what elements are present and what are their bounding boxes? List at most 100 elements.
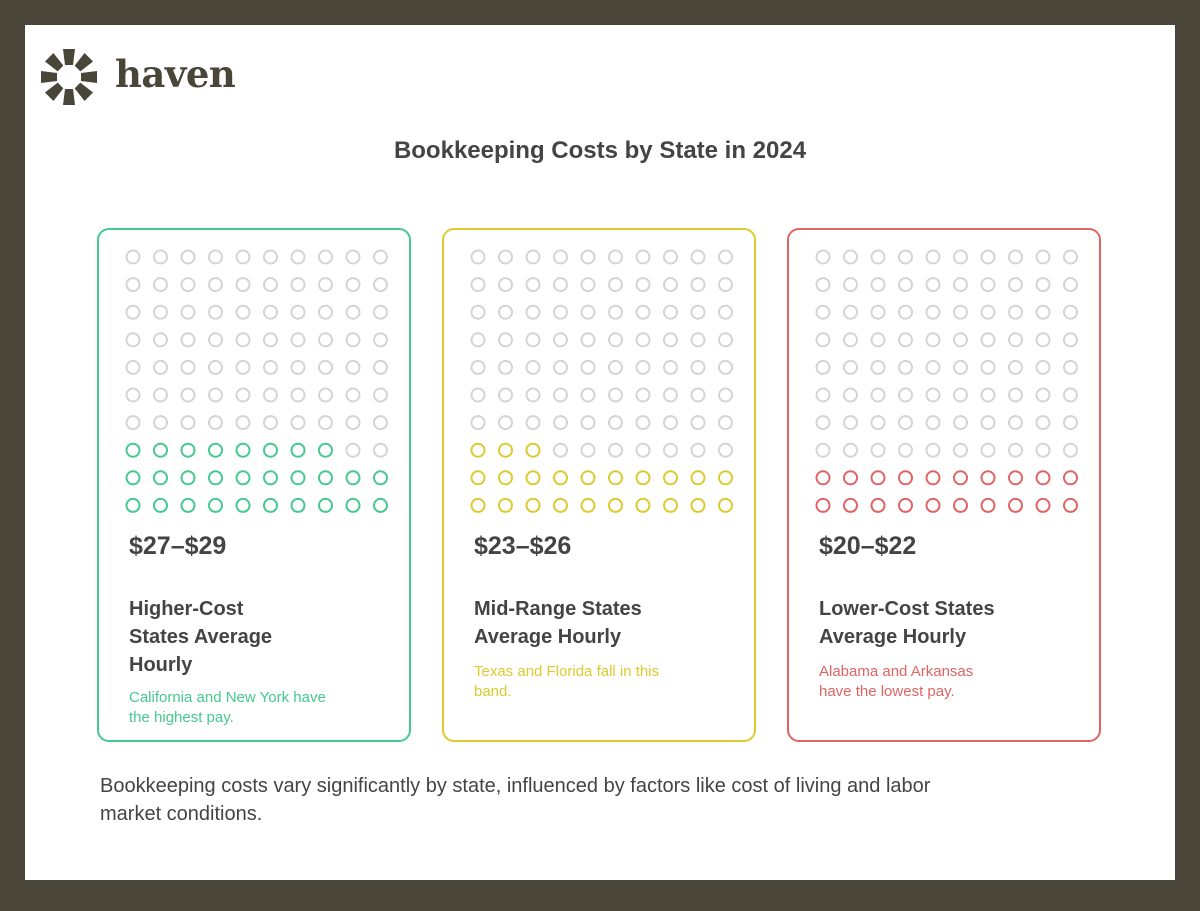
waffle-dot — [898, 442, 913, 458]
waffle-dot — [690, 304, 706, 320]
waffle-dot-filled — [235, 442, 251, 458]
waffle-dot-filled — [263, 470, 278, 486]
waffle-dot — [663, 442, 678, 458]
price-range: $27–$29 — [129, 532, 227, 560]
waffle-dot — [690, 249, 706, 265]
card-heading: Mid-Range States Average Hourly — [474, 598, 642, 648]
waffle-dot — [1035, 442, 1051, 458]
waffle-dot — [635, 442, 651, 458]
waffle-dot-filled — [290, 442, 306, 458]
waffle-dot — [870, 359, 886, 375]
waffle-dot — [1008, 249, 1023, 265]
waffle-dot — [815, 442, 831, 458]
waffle — [125, 249, 388, 513]
waffle-dot — [580, 277, 596, 293]
waffle-dot — [815, 415, 831, 431]
waffle-dot — [608, 304, 623, 320]
waffle-dot — [870, 332, 886, 348]
waffle-dot-filled — [925, 497, 941, 513]
waffle-dot-filled — [953, 497, 968, 513]
waffle-dot — [318, 249, 333, 265]
waffle-dot — [318, 277, 333, 293]
waffle-dot — [1008, 304, 1023, 320]
waffle-dot — [1063, 359, 1078, 375]
waffle-dot — [263, 332, 278, 348]
waffle-dot — [235, 277, 251, 293]
waffle-dot — [815, 387, 831, 403]
waffle-dot — [843, 249, 858, 265]
waffle-dot — [208, 415, 223, 431]
waffle-dot — [953, 249, 968, 265]
waffle-dot — [635, 304, 651, 320]
waffle-dot — [263, 277, 278, 293]
waffle-dot — [690, 332, 706, 348]
title: Bookkeeping Costs by State in 2024 — [393, 137, 807, 164]
waffle-dot — [525, 415, 541, 431]
waffle-dot — [498, 304, 513, 320]
price-range: $23–$26 — [474, 532, 572, 560]
waffle-dot — [263, 249, 278, 265]
waffle-dot — [980, 387, 996, 403]
waffle-dot — [498, 332, 513, 348]
waffle-dot-filled — [1063, 497, 1078, 513]
waffle-dot — [1063, 442, 1078, 458]
waffle-dot-filled — [843, 470, 858, 486]
waffle-dot — [290, 359, 306, 375]
waffle-dot — [580, 332, 596, 348]
waffle-dot — [318, 332, 333, 348]
waffle-dot — [635, 415, 651, 431]
waffle-dot — [815, 332, 831, 348]
waffle-dot-filled — [125, 497, 141, 513]
waffle-dot — [345, 249, 361, 265]
waffle-dot — [345, 359, 361, 375]
waffle-dot — [290, 415, 306, 431]
waffle-dot — [525, 304, 541, 320]
card: $27–$29 Higher-Cost States Average Hourly… — [97, 228, 411, 742]
waffle-dot — [953, 415, 968, 431]
waffle-dot-filled — [1008, 497, 1023, 513]
waffle-dot-filled — [1035, 497, 1051, 513]
waffle-dot — [718, 249, 733, 265]
waffle-dot-filled — [208, 470, 223, 486]
waffle-dot — [553, 277, 568, 293]
waffle-dot — [980, 332, 996, 348]
waffle-dot — [470, 304, 486, 320]
waffle-dot-filled — [608, 470, 623, 486]
waffle-dot — [815, 277, 831, 293]
waffle-dot — [263, 359, 278, 375]
waffle-dot — [690, 442, 706, 458]
waffle-dot — [1008, 359, 1023, 375]
waffle-dot — [470, 415, 486, 431]
waffle-dot-filled — [498, 497, 513, 513]
waffle-dot — [980, 277, 996, 293]
waffle-dot — [373, 277, 388, 293]
waffle-dot-filled — [125, 470, 141, 486]
waffle-dot — [553, 332, 568, 348]
brand: haven — [115, 52, 236, 96]
waffle-dot-filled — [180, 442, 196, 458]
waffle-dot — [843, 442, 858, 458]
waffle-dot — [1008, 387, 1023, 403]
waffle-dot — [815, 304, 831, 320]
waffle-dot-filled — [470, 470, 486, 486]
waffle-dot — [235, 415, 251, 431]
waffle-dot-filled — [235, 470, 251, 486]
waffle-dot-filled — [290, 497, 306, 513]
waffle-dot-filled — [1063, 470, 1078, 486]
waffle-dot-filled — [815, 470, 831, 486]
card-note: California and New York have the highest… — [129, 689, 326, 726]
waffle-dot — [898, 277, 913, 293]
waffle-dot — [898, 415, 913, 431]
logo — [41, 49, 97, 105]
waffle-dot — [125, 332, 141, 348]
waffle-dot-filled — [635, 470, 651, 486]
price-range: $20–$22 — [819, 532, 917, 560]
waffle-dot-filled — [718, 497, 733, 513]
waffle-dot — [208, 277, 223, 293]
waffle-dot — [525, 249, 541, 265]
waffle-dot — [498, 359, 513, 375]
waffle-dot — [815, 359, 831, 375]
waffle-dot-filled — [525, 497, 541, 513]
waffle-dot — [208, 332, 223, 348]
